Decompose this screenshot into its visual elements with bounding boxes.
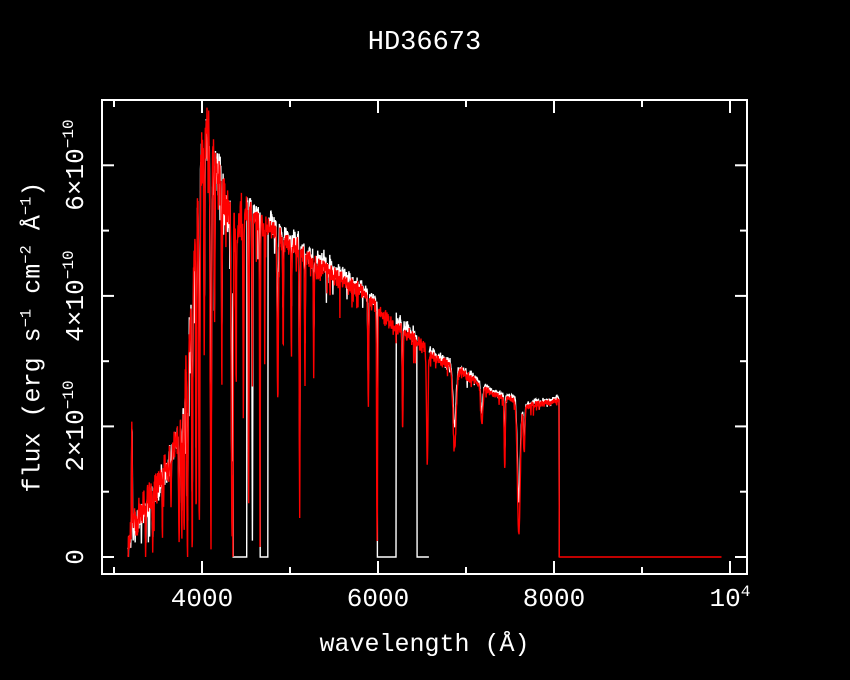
x-axis-tick-label-8000: 8000	[522, 584, 586, 614]
x-axis-title: wavelength (Å)	[319, 630, 530, 659]
x-axis-tick-label-10e4: 104	[709, 583, 751, 614]
page-title: HD36673	[367, 28, 482, 58]
y-axis-tick-label-6e-10: 6×10−10	[60, 119, 91, 211]
x-axis-tick-label-4000: 4000	[170, 584, 234, 614]
y-axis-tick-label-2e-10: 2×10−10	[60, 380, 91, 472]
plot-frame	[101, 99, 748, 575]
observed-spectrum-line	[127, 107, 722, 558]
y-axis-tick-label-0: 0	[61, 549, 91, 565]
y-axis-title: flux (erg s−1 cm−2 Å−1)	[17, 181, 48, 493]
y-axis-tick-label-4e-10: 4×10−10	[60, 250, 91, 342]
x-axis-tick-label-6000: 6000	[346, 584, 410, 614]
